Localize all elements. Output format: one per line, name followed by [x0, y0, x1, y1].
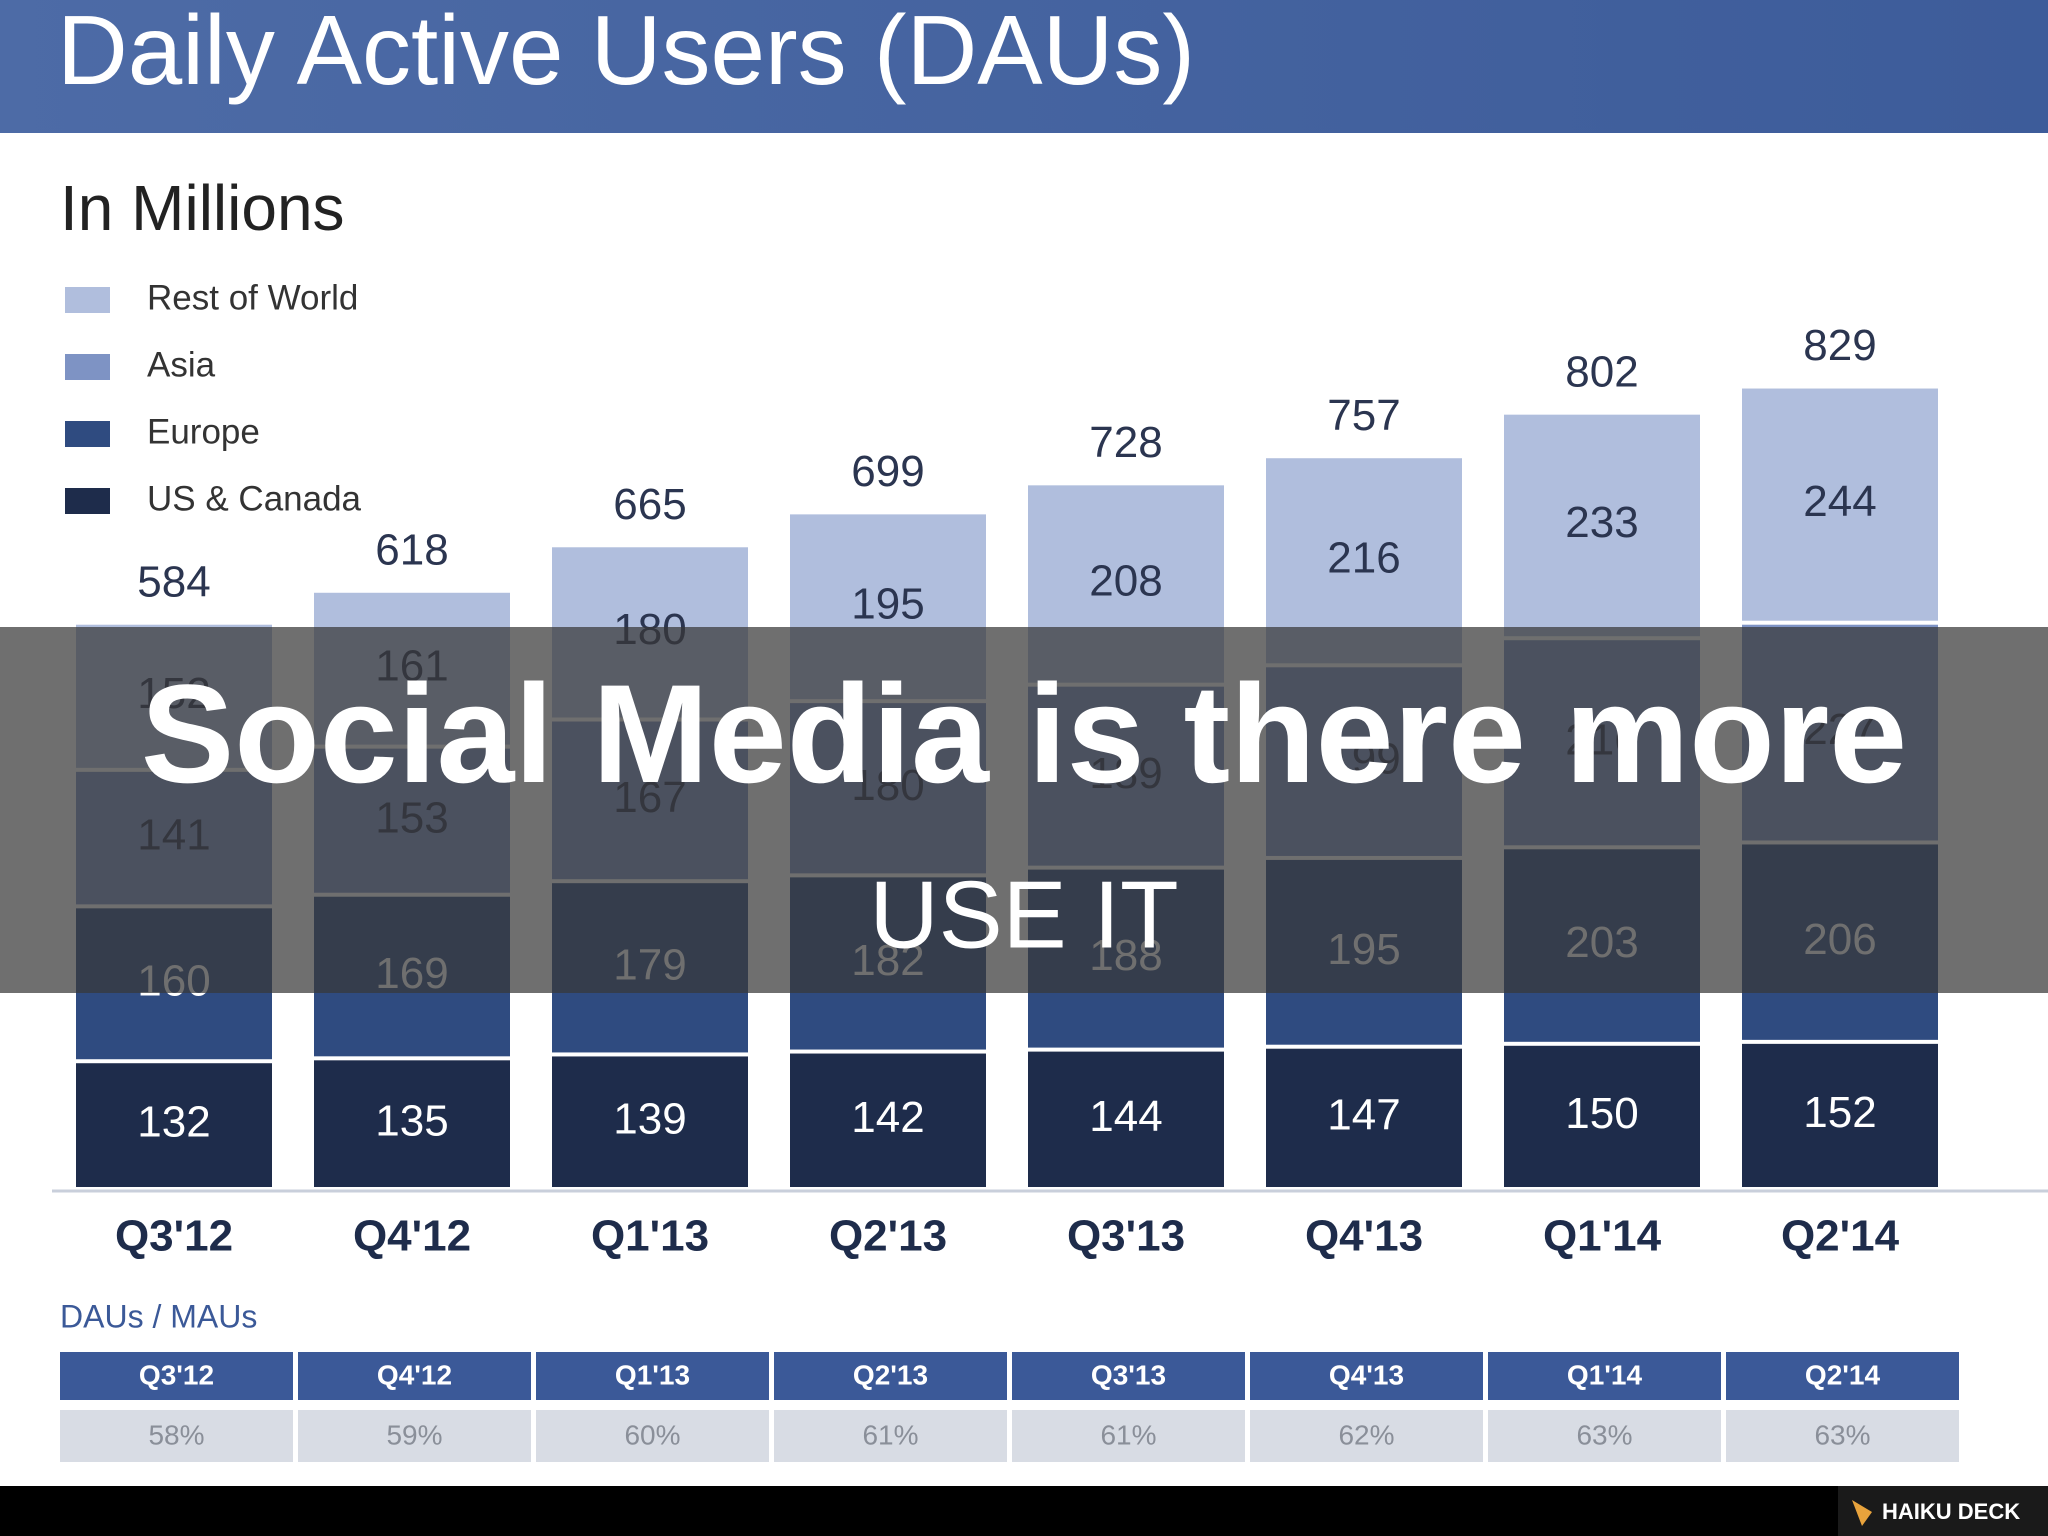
table-value-text: 61%: [1100, 1419, 1156, 1450]
total-label: 699: [851, 447, 924, 496]
bar-segment: [1742, 388, 1938, 621]
table-header-text: Q3'12: [139, 1359, 214, 1390]
table-title: DAUs / MAUs: [60, 1298, 257, 1334]
table-header-cell: [1488, 1352, 1721, 1400]
segment-label: 147: [1327, 1090, 1400, 1139]
segment-label: 150: [1565, 1089, 1638, 1138]
legend-label: US & Canada: [147, 479, 362, 518]
x-tick-label: Q3'12: [115, 1212, 233, 1261]
total-label: 728: [1089, 418, 1162, 467]
segment-label: 208: [1089, 557, 1162, 606]
legend-label: Rest of World: [147, 278, 358, 317]
x-tick-label: Q1'13: [591, 1212, 709, 1261]
table-value-cell: [536, 1410, 769, 1462]
total-label: 665: [613, 480, 686, 529]
table-value-cell: [1012, 1410, 1245, 1462]
table-value-cell: [774, 1410, 1007, 1462]
table-value-text: 63%: [1576, 1419, 1632, 1450]
table-header-text: Q4'13: [1329, 1359, 1404, 1390]
table-header-text: Q2'13: [853, 1359, 928, 1390]
segment-label: 216: [1327, 533, 1400, 582]
banner: [0, 627, 2048, 993]
segment-label: 244: [1803, 477, 1876, 526]
table-value-cell: [1488, 1410, 1721, 1462]
segment-label: 152: [1803, 1088, 1876, 1137]
table-header-cell: [1250, 1352, 1483, 1400]
bar-segment: [1266, 1048, 1462, 1187]
table-header-text: Q1'13: [615, 1359, 690, 1390]
segment-label: 132: [137, 1098, 210, 1147]
table-value-cell: [1250, 1410, 1483, 1462]
x-tick-label: Q1'14: [1543, 1212, 1662, 1261]
bar-segment: [552, 1056, 748, 1187]
segment-label: 195: [851, 579, 924, 628]
total-label: 802: [1565, 347, 1638, 396]
title-bar: [0, 0, 2048, 133]
brand-box: [1838, 1486, 2048, 1536]
total-label: 618: [375, 525, 448, 574]
chart-subtitle: In Millions: [60, 172, 345, 244]
bar-segment: [314, 1060, 510, 1187]
bar-segment: [1504, 414, 1700, 637]
x-tick-label: Q4'12: [353, 1212, 471, 1261]
table-value-text: 59%: [386, 1419, 442, 1450]
table-header-text: Q3'13: [1091, 1359, 1166, 1390]
legend-label: Europe: [147, 412, 260, 451]
chart-title: Daily Active Users (DAUs): [57, 0, 1195, 105]
total-label: 584: [137, 557, 210, 606]
legend-label: Asia: [147, 345, 216, 384]
footer-bar: [0, 1486, 2048, 1536]
table-value-cell: [60, 1410, 293, 1462]
table-header-text: Q2'14: [1805, 1359, 1881, 1390]
table-value-text: 60%: [624, 1419, 680, 1450]
bar-segment: [76, 1063, 272, 1187]
x-tick-label: Q4'13: [1305, 1212, 1423, 1261]
x-tick-label: Q2'13: [829, 1212, 947, 1261]
headline: Social Media is there more: [141, 655, 1907, 812]
bar-segment: [1028, 1051, 1224, 1187]
segment-label: 233: [1565, 498, 1638, 547]
segment-label: 135: [375, 1096, 448, 1145]
subhead: USE IT: [869, 861, 1178, 968]
total-label: 829: [1803, 321, 1876, 370]
segment-label: 139: [613, 1094, 686, 1143]
legend-swatch: [65, 488, 110, 514]
table-header-cell: [774, 1352, 1007, 1400]
x-tick-label: Q2'14: [1781, 1212, 1900, 1261]
table-value-cell: [1726, 1410, 1959, 1462]
segment-label: 142: [851, 1093, 924, 1142]
x-tick-label: Q3'13: [1067, 1212, 1185, 1261]
table-value-text: 61%: [862, 1419, 918, 1450]
bar-segment: [790, 1053, 986, 1187]
overlay: Social Media is there more USE IT HAIKU …: [0, 627, 2048, 1536]
legend-swatch: [65, 354, 110, 380]
legend-swatch: [65, 287, 110, 313]
legend-swatch: [65, 421, 110, 447]
brand-icon: [1852, 1500, 1872, 1526]
table-value-text: 63%: [1814, 1419, 1870, 1450]
table-header-cell: [1726, 1352, 1959, 1400]
table-value-text: 62%: [1338, 1419, 1394, 1450]
bar-segment: [1742, 1043, 1938, 1187]
table-header-cell: [298, 1352, 531, 1400]
segment-label: 144: [1089, 1092, 1162, 1141]
table-header-cell: [60, 1352, 293, 1400]
table-header-text: Q1'14: [1567, 1359, 1643, 1390]
table-value-text: 58%: [148, 1419, 204, 1450]
bar-segment: [1504, 1045, 1700, 1187]
table-header-cell: [1012, 1352, 1245, 1400]
table-header-cell: [536, 1352, 769, 1400]
table-header-text: Q4'12: [377, 1359, 452, 1390]
total-label: 757: [1327, 391, 1400, 440]
table-value-cell: [298, 1410, 531, 1462]
brand: HAIKU DECK: [1882, 1499, 2020, 1524]
